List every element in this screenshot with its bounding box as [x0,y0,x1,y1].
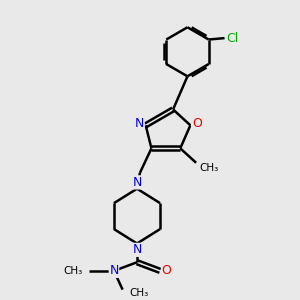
Text: N: N [109,264,119,278]
Text: N: N [132,243,142,256]
Text: CH₃: CH₃ [199,163,218,173]
Text: N: N [132,176,142,189]
Text: O: O [161,264,171,278]
Text: N: N [135,117,144,130]
Text: CH₃: CH₃ [129,287,148,298]
Text: O: O [192,117,202,130]
Text: Cl: Cl [226,32,239,45]
Text: CH₃: CH₃ [63,266,82,276]
